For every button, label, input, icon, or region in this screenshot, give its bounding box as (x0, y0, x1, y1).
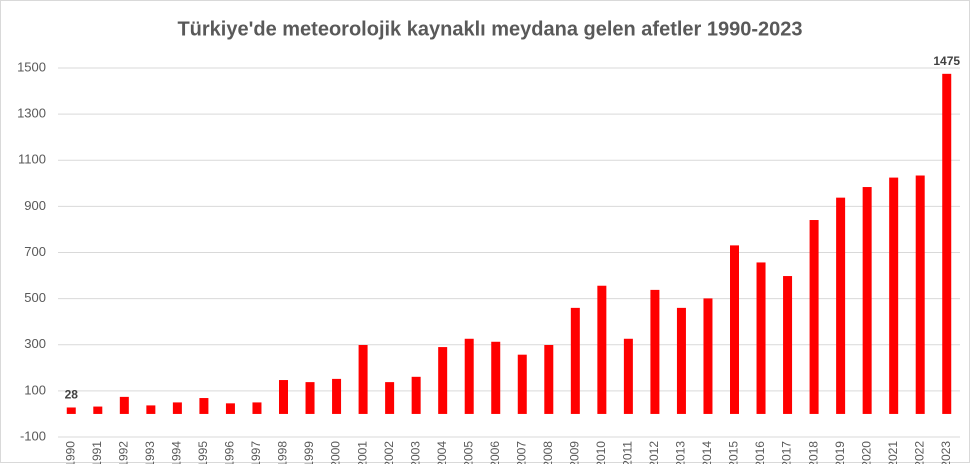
bar (623, 338, 633, 414)
bar (650, 289, 660, 414)
bar (862, 187, 872, 414)
bar (66, 407, 76, 414)
y-tick-label: 900 (24, 198, 46, 213)
x-tick-label: 2003 (408, 441, 422, 464)
bar (358, 344, 368, 414)
data-label: 28 (65, 388, 79, 402)
y-tick-label: -100 (20, 428, 46, 443)
bar (491, 341, 501, 414)
bar (570, 307, 580, 414)
bar (199, 398, 209, 414)
y-tick-label: 100 (24, 382, 46, 397)
y-tick-label: 1300 (17, 106, 46, 121)
x-tick-label: 2005 (461, 441, 475, 464)
x-tick-label: 2011 (621, 441, 635, 464)
x-tick-label: 2013 (674, 441, 688, 464)
bar (146, 405, 156, 414)
x-tick-label: 1995 (196, 441, 210, 464)
x-tick-label: 2004 (435, 441, 449, 464)
bar (305, 382, 315, 414)
bar (756, 262, 766, 414)
bar (279, 380, 288, 414)
bar (172, 402, 182, 414)
x-tick-label: 1997 (249, 441, 263, 464)
bar (889, 177, 899, 414)
y-tick-label: 1100 (18, 152, 46, 167)
bar (411, 376, 421, 414)
x-tick-label: 2008 (541, 441, 555, 464)
bar (252, 402, 262, 414)
data-label: 1475 (933, 54, 960, 68)
x-tick-label: 1999 (302, 441, 316, 464)
y-tick-label: 500 (24, 290, 46, 305)
bar (597, 285, 607, 414)
bar (676, 307, 686, 414)
x-tick-label: 2023 (939, 441, 953, 464)
x-tick-label: 1991 (90, 441, 104, 464)
bar (703, 298, 713, 414)
x-tick-label: 1996 (223, 441, 237, 464)
x-tick-label: 2014 (700, 441, 714, 464)
x-tick-label: 2015 (727, 441, 741, 464)
x-tick-label: 2022 (912, 441, 926, 464)
bar (942, 73, 952, 414)
x-tick-label: 1990 (63, 441, 77, 464)
x-tick-label: 1992 (116, 441, 130, 464)
x-tick-label: 2001 (355, 441, 369, 464)
bar (809, 220, 819, 414)
x-tick-label: 2012 (647, 441, 661, 464)
x-tick-label: 1993 (143, 441, 157, 464)
x-tick-label: 2009 (567, 441, 581, 464)
x-tick-label: 2007 (514, 441, 528, 464)
x-tick-label: 2016 (753, 441, 767, 464)
x-tick-label: 2002 (382, 441, 396, 464)
x-tick-label: 2000 (329, 441, 343, 464)
x-tick-label: 2021 (886, 441, 900, 464)
bar (544, 344, 554, 414)
y-tick-label: 1500 (17, 59, 46, 74)
x-tick-label: 1994 (170, 441, 184, 464)
x-tick-label: 2010 (594, 441, 608, 464)
bar (517, 354, 527, 414)
bar (332, 378, 342, 414)
bar (225, 403, 235, 414)
x-tick-label: 2019 (833, 441, 847, 464)
bar (836, 197, 846, 414)
bar (438, 347, 448, 414)
y-tick-label: 700 (24, 244, 46, 259)
x-tick-label: 2006 (488, 441, 502, 464)
x-tick-label: 2020 (859, 441, 873, 464)
x-tick-label: 2018 (806, 441, 820, 464)
x-tick-label: 2017 (780, 441, 794, 464)
y-tick-label: 300 (24, 336, 46, 351)
bar (93, 406, 103, 414)
bar (464, 338, 474, 414)
x-tick-label: 1998 (276, 441, 290, 464)
bar (915, 175, 925, 414)
chart-title: Türkiye'de meteorolojik kaynaklı meydana… (177, 18, 802, 40)
bar (385, 382, 395, 414)
bar (730, 245, 739, 414)
bar (119, 396, 129, 414)
bar (783, 276, 793, 414)
